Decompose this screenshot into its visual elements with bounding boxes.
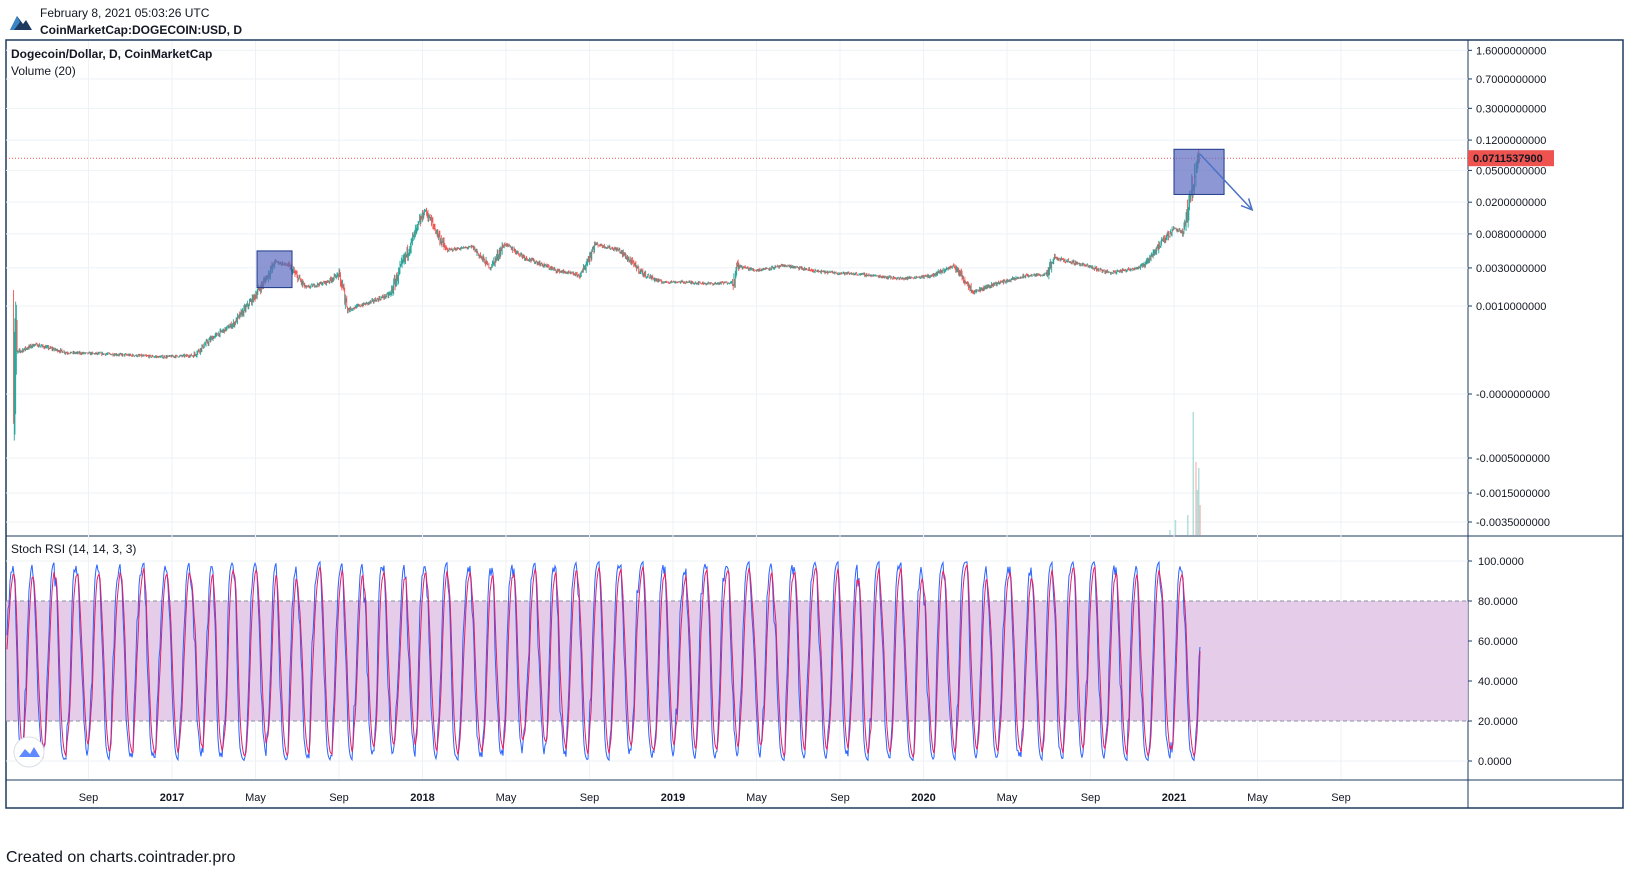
trend-arrow[interactable] [1199, 153, 1253, 211]
current-price-value: 0.0711537900 [1473, 153, 1543, 165]
stoch-rsi-k-line [6, 560, 1201, 762]
tradingview-watermark-icon [13, 736, 45, 768]
rsi-tick-label: 80.0000 [1478, 596, 1518, 608]
time-tick-label: Sep [1331, 792, 1351, 804]
time-tick-label: 2018 [410, 792, 434, 804]
volume-tick-label: -0.0000000000 [1476, 389, 1550, 401]
time-tick-label: 2019 [661, 792, 685, 804]
main-legend: Dogecoin/Dollar, D, CoinMarketCap [11, 47, 212, 61]
rsi-band [6, 601, 1468, 721]
time-axis: Sep 2017 May Sep 2018 May Sep 2019 May Sep 2020 May… [79, 792, 1351, 804]
price-tick-label: 0.0200000000 [1476, 197, 1546, 209]
volume-tick-label: -0.0015000000 [1476, 488, 1550, 500]
current-price-tag [1468, 150, 1554, 167]
drawings[interactable] [256, 148, 1254, 289]
price-series [6, 149, 1468, 441]
volume-legend: Volume (20) [11, 64, 76, 78]
footer-credit: Created on charts.cointrader.pro [6, 849, 236, 866]
volume-tick-label: -0.0005000000 [1476, 453, 1550, 465]
time-tick-label: May [1247, 792, 1268, 804]
volume-bars [1169, 412, 1201, 535]
time-tick-label: Sep [79, 792, 99, 804]
rsi-tick-label: 0.0000 [1478, 756, 1512, 768]
time-tick-label: Sep [830, 792, 850, 804]
price-tick-label: 0.3000000000 [1476, 103, 1546, 115]
price-tick-label: 0.0010000000 [1476, 301, 1546, 313]
time-tick-label: May [245, 792, 266, 804]
rsi-tick-label: 20.0000 [1478, 716, 1518, 728]
stoch-rsi-d-line [6, 562, 1201, 759]
trend-arrow-head [1240, 198, 1254, 212]
price-tick-label: 1.6000000000 [1476, 45, 1546, 57]
time-tick-label: May [746, 792, 767, 804]
price-tick-label: 0.0030000000 [1476, 263, 1546, 275]
chart-canvas[interactable]: 1.6000000000 0.7000000000 0.3000000000 0.12… [0, 0, 1629, 849]
price-axis: 1.6000000000 0.7000000000 0.3000000000 0.12… [1468, 45, 1554, 768]
chart-header: February 8, 2021 05:03:26 UTC CoinMarket… [0, 0, 1629, 40]
time-tick-label: 2017 [160, 792, 184, 804]
volume-tick-label: -0.0035000000 [1476, 517, 1550, 529]
rsi-tick-label: 40.0000 [1478, 676, 1518, 688]
time-tick-label: Sep [329, 792, 349, 804]
time-tick-label: 2021 [1162, 792, 1186, 804]
price-tick-label: 0.0080000000 [1476, 229, 1546, 241]
time-tick-label: 2020 [911, 792, 935, 804]
rsi-tick-label: 100.0000 [1478, 556, 1524, 568]
cointrader-logo-icon [10, 16, 32, 30]
highlight-box-1[interactable] [256, 250, 293, 289]
price-tick-label: 0.1200000000 [1476, 135, 1546, 147]
stoch-rsi-legend: Stoch RSI (14, 14, 3, 3) [11, 542, 136, 556]
time-tick-label: May [997, 792, 1018, 804]
price-tick-label: 0.7000000000 [1476, 74, 1546, 86]
chart-frame [5, 39, 1624, 809]
rsi-tick-label: 60.0000 [1478, 636, 1518, 648]
time-tick-label: May [496, 792, 517, 804]
snapshot-date: February 8, 2021 05:03:26 UTC [40, 6, 210, 20]
symbol-label: CoinMarketCap:DOGECOIN:USD, D [40, 23, 243, 37]
stoch-rsi-pane [6, 560, 1468, 762]
price-tick-label: 0.0500000000 [1476, 165, 1546, 177]
time-tick-label: Sep [1081, 792, 1101, 804]
time-tick-label: Sep [580, 792, 600, 804]
